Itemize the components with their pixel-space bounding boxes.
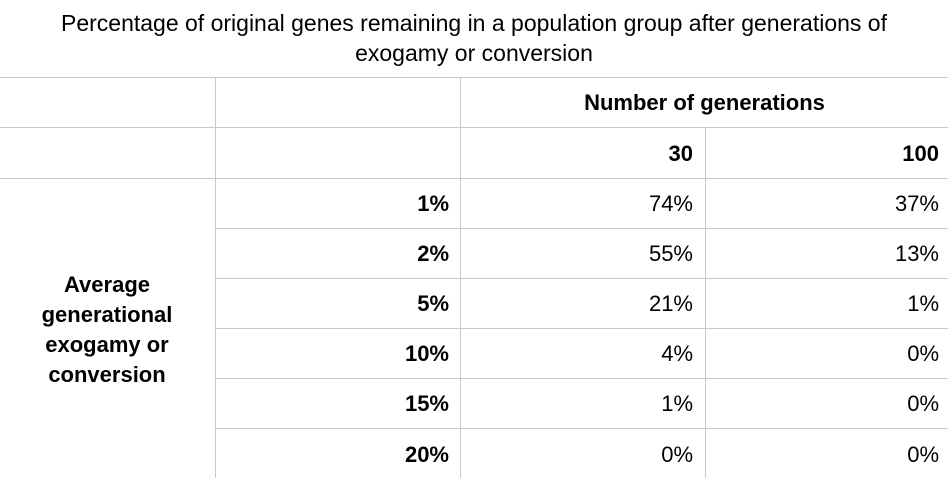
row-label: 5%: [417, 291, 449, 316]
table-rule-row-3: [215, 328, 948, 329]
table-rule-row-5: [215, 428, 948, 429]
table-cell: 55%: [648, 241, 693, 266]
table-rule-col-2: [460, 77, 461, 478]
row-group-header-line-2: generational: [41, 302, 173, 327]
table-title: Percentage of original genes remaining i…: [0, 8, 948, 68]
row-label: 2%: [417, 241, 449, 266]
table-cell: 21%: [648, 291, 693, 316]
row-group-header-line-4: conversion: [48, 362, 166, 387]
row-label: 20%: [404, 442, 449, 467]
table-cell: 4%: [661, 341, 693, 366]
row-label: 15%: [404, 391, 449, 416]
table-rule-top: [0, 77, 948, 78]
table-rule-row-1: [215, 228, 948, 229]
row-label: 10%: [404, 341, 449, 366]
table-title-line-2: exogamy or conversion: [355, 40, 593, 66]
row-group-header-line-3: exogamy or: [45, 332, 169, 357]
row-group-header: Average generational exogamy or conversi…: [0, 270, 214, 390]
column-header-100: 100: [902, 141, 939, 166]
column-header-30: 30: [668, 141, 693, 166]
table-cell: 0%: [661, 442, 693, 467]
column-group-header: Number of generations: [584, 90, 825, 115]
table-rule-subheader: [0, 178, 948, 179]
table-rule-row-2: [215, 278, 948, 279]
table-cell: 74%: [648, 191, 693, 216]
table-rule-col-3: [705, 127, 706, 478]
row-group-header-line-1: Average: [63, 272, 150, 297]
table-cell: 0%: [907, 341, 939, 366]
table-cell: 13%: [894, 241, 939, 266]
table-cell: 1%: [661, 391, 693, 416]
table-rule-row-4: [215, 378, 948, 379]
table-cell: 0%: [907, 442, 939, 467]
table-cell: 37%: [894, 191, 939, 216]
table-cell: 0%: [907, 391, 939, 416]
table-title-line-1: Percentage of original genes remaining i…: [60, 10, 887, 36]
table-rule-header: [0, 127, 948, 128]
table-cell: 1%: [907, 291, 939, 316]
row-label: 1%: [417, 191, 449, 216]
table-rule-col-1: [215, 77, 216, 478]
